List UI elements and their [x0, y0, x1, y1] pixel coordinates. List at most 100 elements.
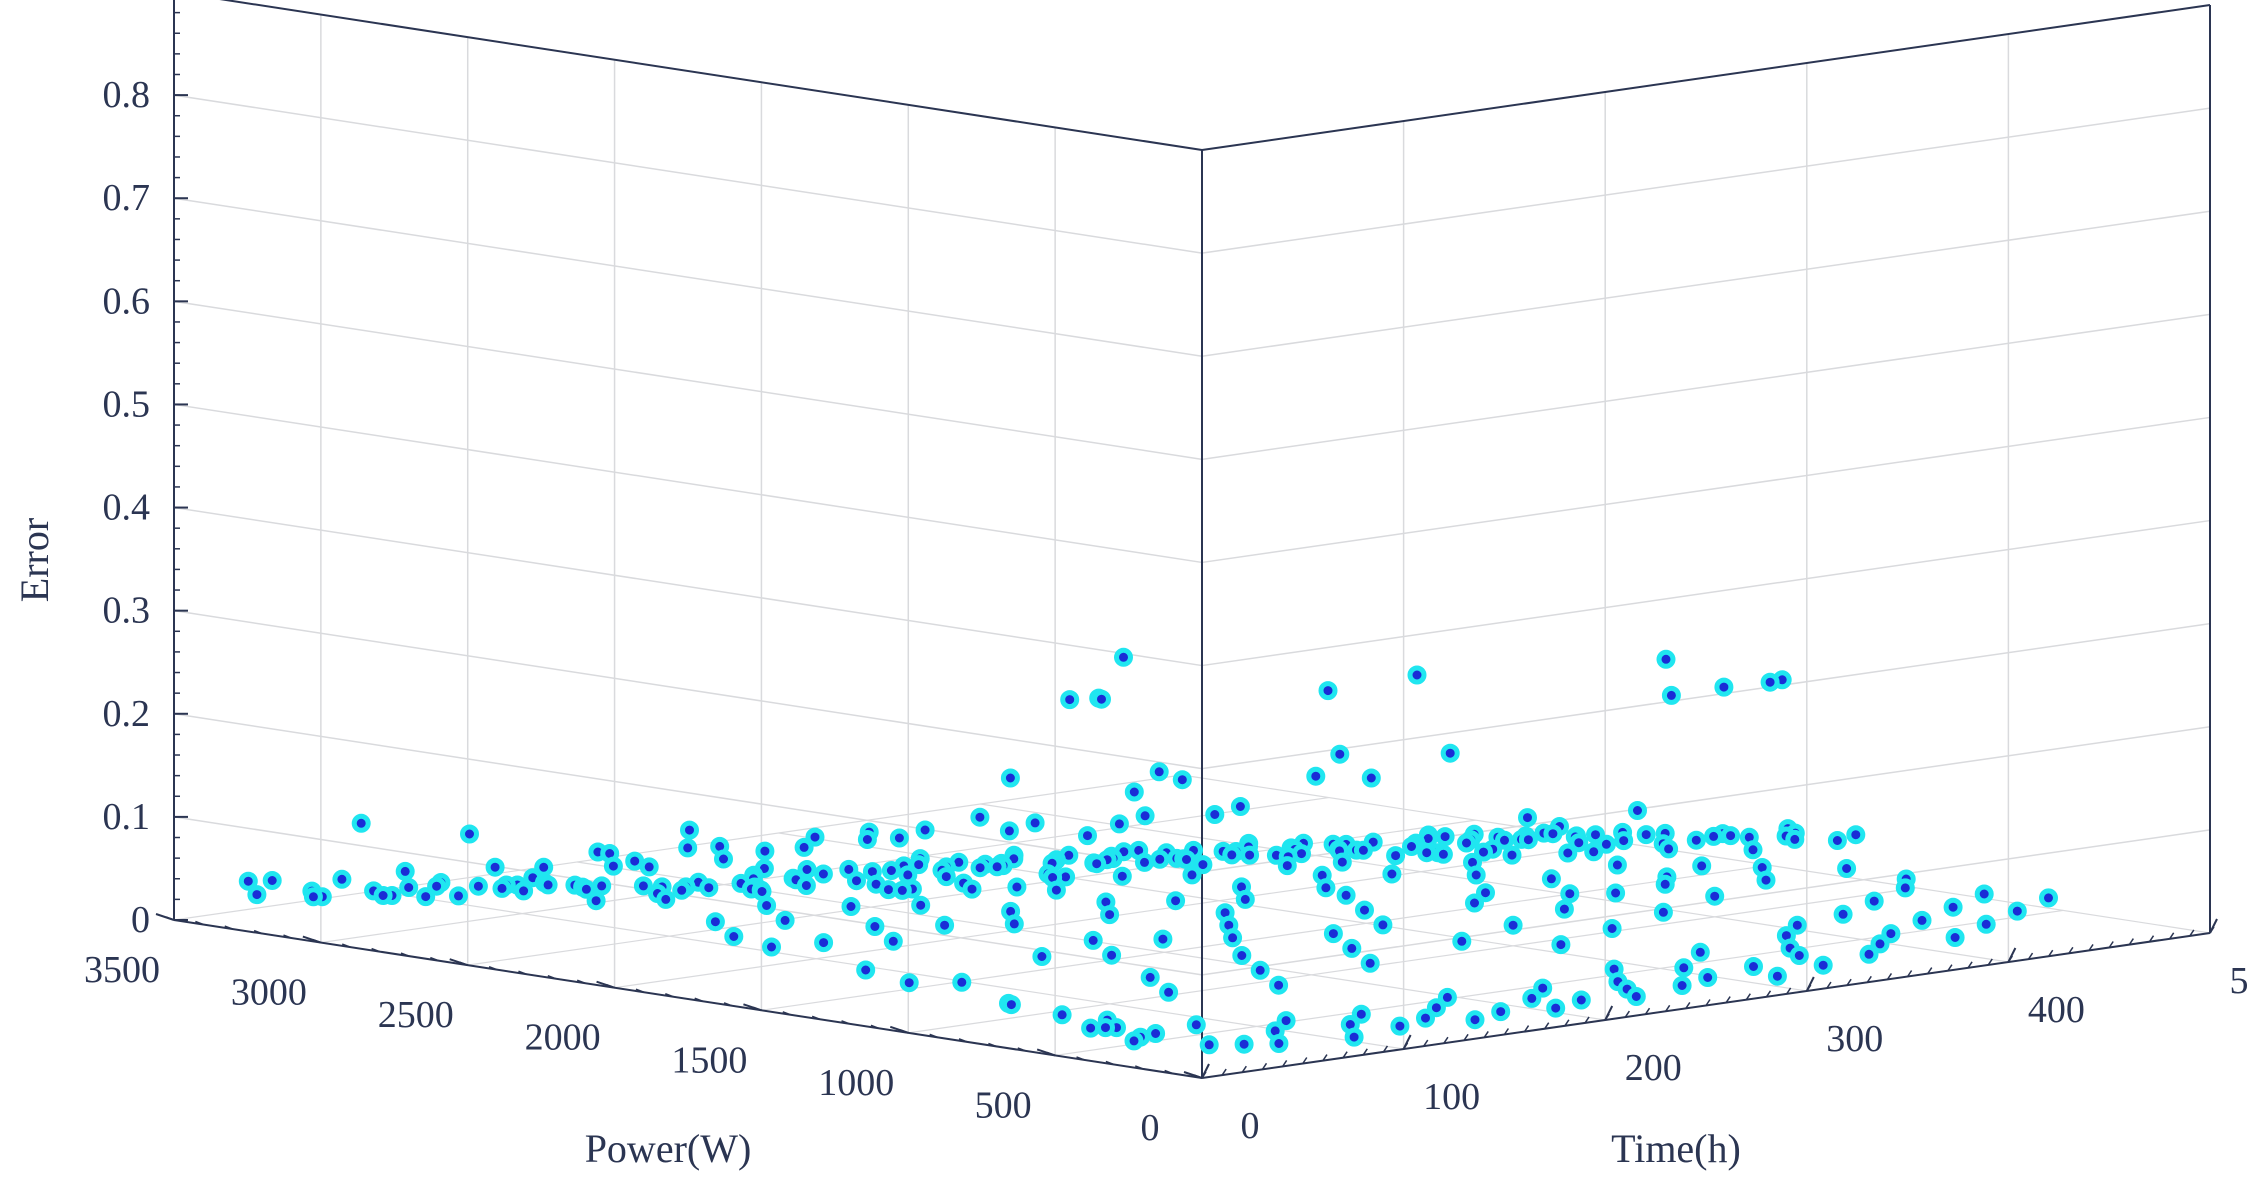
data-point: [642, 860, 656, 874]
data-point: [681, 841, 695, 855]
z-tick-label: 0.1: [103, 796, 151, 838]
data-point: [1095, 692, 1109, 706]
z-tick-label: 0.5: [103, 383, 151, 425]
data-point: [636, 879, 650, 893]
data-point: [517, 884, 531, 898]
data-point: [990, 860, 1004, 874]
data-point: [495, 881, 509, 895]
x-tick-label: 100: [1423, 1076, 1480, 1118]
x-tick-label: 200: [1625, 1047, 1682, 1089]
x-major-tick: [1807, 977, 1814, 991]
data-point: [1747, 960, 1761, 974]
data-point: [914, 898, 928, 912]
data-point: [758, 844, 772, 858]
data-point: [1605, 922, 1619, 936]
grid-line: [1202, 211, 2210, 356]
data-point: [973, 810, 987, 824]
data-point: [1587, 845, 1601, 859]
data-point: [1345, 941, 1359, 955]
data-point: [1836, 907, 1850, 921]
data-point: [1272, 978, 1286, 992]
data-point: [1549, 1001, 1563, 1015]
data-point: [1763, 675, 1777, 689]
data-point: [1849, 828, 1863, 842]
data-point: [354, 816, 368, 830]
data-point: [717, 852, 731, 866]
grid-line: [1202, 417, 2210, 562]
data-point: [606, 859, 620, 873]
data-point: [1339, 888, 1353, 902]
z-axis-title: Error: [12, 518, 57, 602]
data-point: [955, 975, 969, 989]
data-point: [1090, 857, 1104, 871]
data-point: [1363, 956, 1377, 970]
data-point: [973, 861, 987, 875]
y-tick-label: 1000: [818, 1062, 894, 1104]
x-tick-label: 400: [2028, 989, 2085, 1031]
box-edge: [1202, 5, 2210, 150]
data-point: [1117, 650, 1131, 664]
data-point: [797, 840, 811, 854]
data-point: [1689, 833, 1703, 847]
y-tick-label: 0: [1141, 1107, 1160, 1149]
data-point: [452, 889, 466, 903]
data-point: [659, 892, 673, 906]
data-point: [1385, 867, 1399, 881]
data-point: [265, 874, 279, 888]
data-point: [471, 879, 485, 893]
z-tick-label: 0.2: [103, 693, 151, 735]
data-point: [1272, 1037, 1286, 1051]
data-point: [1004, 998, 1018, 1012]
data-point: [1321, 684, 1335, 698]
data-point: [1393, 1019, 1407, 1033]
data-point: [895, 883, 909, 897]
data-point: [1525, 991, 1539, 1005]
data-point: [1557, 902, 1571, 916]
data-point: [1238, 892, 1252, 906]
data-point: [1138, 855, 1152, 869]
data-point: [1086, 933, 1100, 947]
data-point: [1554, 938, 1568, 952]
data-point: [1521, 833, 1535, 847]
data-point: [938, 918, 952, 932]
data-point: [1356, 843, 1370, 857]
box-edge: [174, 0, 1202, 150]
data-point: [1707, 829, 1721, 843]
data-point: [1105, 948, 1119, 962]
y-tick-label: 2000: [525, 1017, 601, 1059]
data-point: [760, 899, 774, 913]
data-point: [1840, 862, 1854, 876]
data-point: [765, 940, 779, 954]
data-point: [1202, 1038, 1216, 1052]
data-point: [1979, 917, 1993, 931]
data-point: [1506, 918, 1520, 932]
data-point: [850, 874, 864, 888]
data-point: [778, 913, 792, 927]
data-point: [1915, 913, 1929, 927]
grid-line: [174, 404, 1202, 562]
grid-line: [1202, 521, 2210, 666]
data-point: [1717, 680, 1731, 694]
data-point: [1701, 971, 1715, 985]
data-point: [844, 900, 858, 914]
data-point: [1326, 927, 1340, 941]
data-point: [1253, 963, 1267, 977]
data-point: [1084, 1021, 1098, 1035]
data-point: [1610, 858, 1624, 872]
data-point: [402, 881, 416, 895]
data-point: [1003, 771, 1017, 785]
data-point: [1898, 881, 1912, 895]
data-point: [1792, 949, 1806, 963]
data-point: [1153, 852, 1167, 866]
data-point: [886, 934, 900, 948]
data-point: [1505, 848, 1519, 862]
data-point: [1162, 985, 1176, 999]
grid-line: [174, 508, 1202, 666]
data-point: [1149, 1027, 1163, 1041]
data-point: [727, 930, 741, 944]
data-point: [1243, 848, 1257, 862]
data-point: [799, 879, 813, 893]
data-point: [1127, 785, 1141, 799]
